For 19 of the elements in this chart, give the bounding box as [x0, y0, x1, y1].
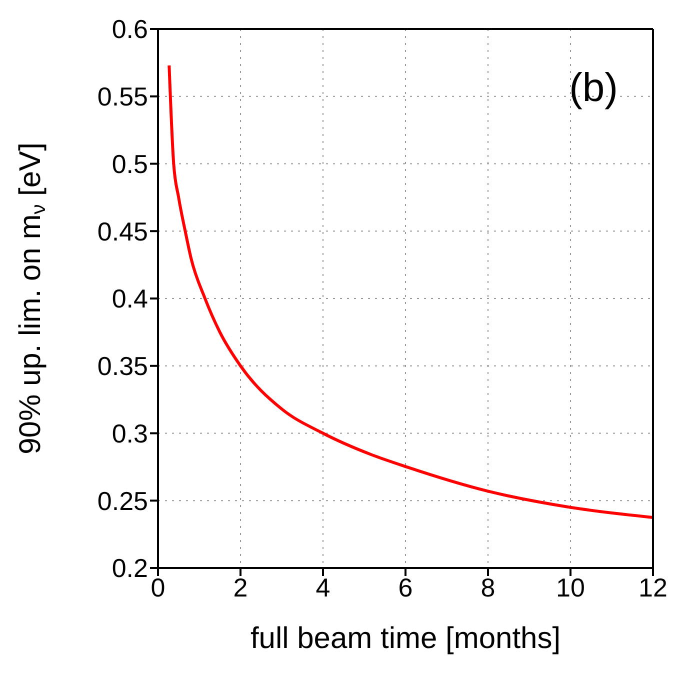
y-tick-label: 0.45 [97, 216, 148, 246]
y-tick-label: 0.55 [97, 82, 148, 112]
x-tick-label: 12 [638, 572, 668, 602]
y-tick-label: 0.6 [112, 14, 148, 44]
line-series [168, 64, 653, 519]
x-tick-label: 6 [398, 572, 413, 602]
x-tick-label: 2 [233, 572, 248, 602]
y-tick-label: 0.25 [97, 486, 148, 516]
y-tick-label: 0.4 [112, 284, 148, 314]
x-tick-label: 8 [480, 572, 496, 602]
x-tick-label: 0 [150, 572, 166, 602]
y-tick-label: 0.5 [112, 148, 148, 179]
x-axis-title: full beam time [months] [250, 622, 561, 655]
y-tick-label: 0.2 [112, 553, 148, 584]
y-tick-label: 0.3 [112, 418, 148, 448]
annotation: (b) [569, 66, 618, 111]
x-tick-label: 10 [556, 572, 585, 602]
y-tick-label: 0.35 [97, 351, 148, 382]
x-tick-label: 4 [316, 572, 330, 602]
